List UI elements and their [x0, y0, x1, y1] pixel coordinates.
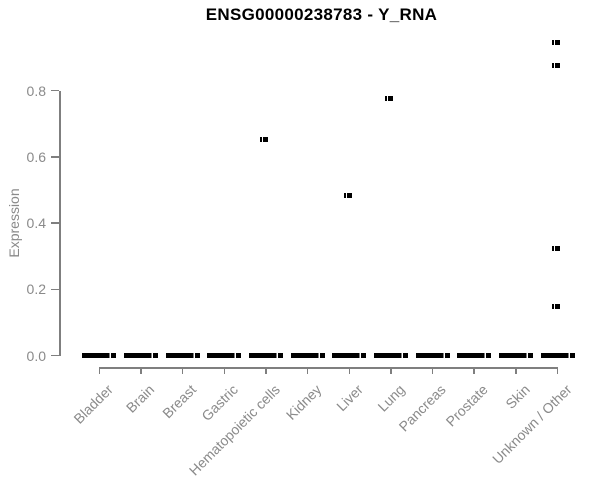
- boxplot-box: [82, 352, 117, 359]
- y-tick: [51, 222, 60, 224]
- outlier-point: [552, 39, 561, 45]
- boxplot-box: [540, 352, 575, 359]
- outlier-point: [552, 303, 561, 309]
- x-tick: [265, 367, 267, 375]
- boxplot-box: [373, 352, 408, 359]
- outlier-point: [343, 192, 352, 198]
- x-tick: [348, 367, 350, 375]
- y-tick-label: 0.6: [26, 148, 46, 165]
- boxplot-box: [123, 352, 158, 359]
- boxplot-box: [457, 352, 492, 359]
- outlier-point: [552, 62, 561, 68]
- outlier-point: [260, 136, 269, 142]
- boxplot-box: [498, 352, 533, 359]
- y-tick-label: 0.2: [26, 281, 46, 298]
- x-tick-label: Bladder: [70, 381, 116, 427]
- boxplot-box: [332, 352, 367, 359]
- outlier-point: [385, 95, 394, 101]
- y-tick: [51, 288, 60, 291]
- y-tick: [51, 89, 60, 92]
- x-tick-label: Breast: [159, 381, 200, 422]
- x-tick-label: Liver: [333, 381, 366, 415]
- x-tick: [223, 367, 226, 375]
- y-axis-line: [59, 90, 61, 356]
- x-tick-label: Brain: [123, 381, 158, 416]
- x-tick: [181, 367, 184, 375]
- y-tick-label: 0.4: [26, 215, 46, 232]
- chart-title: ENSG00000238783 - Y_RNA: [205, 5, 438, 24]
- y-tick: [51, 354, 60, 357]
- x-tick-label: Kidney: [282, 381, 325, 423]
- x-tick: [140, 367, 142, 375]
- boxplot-box: [248, 352, 283, 359]
- x-tick-label: Prostate: [442, 381, 491, 430]
- x-tick-label: Lung: [374, 381, 408, 415]
- x-tick-label: Skin: [501, 381, 533, 412]
- boxplot-box: [290, 352, 325, 359]
- x-tick: [390, 367, 392, 375]
- x-tick: [473, 367, 475, 375]
- outlier-point: [552, 245, 561, 251]
- x-tick-label: Unknown / Other: [488, 381, 575, 467]
- x-tick: [98, 367, 101, 375]
- x-tick: [306, 367, 309, 375]
- y-tick: [51, 156, 60, 158]
- x-tick: [556, 367, 559, 375]
- y-tick-label: 0.8: [26, 82, 46, 99]
- boxplot-box: [415, 352, 450, 359]
- x-tick: [515, 367, 517, 375]
- boxplot-box: [207, 352, 242, 359]
- x-tick: [431, 367, 434, 375]
- boxplot-box: [165, 352, 200, 359]
- y-tick-label: 0.0: [26, 347, 46, 364]
- x-axis-line: [99, 367, 558, 369]
